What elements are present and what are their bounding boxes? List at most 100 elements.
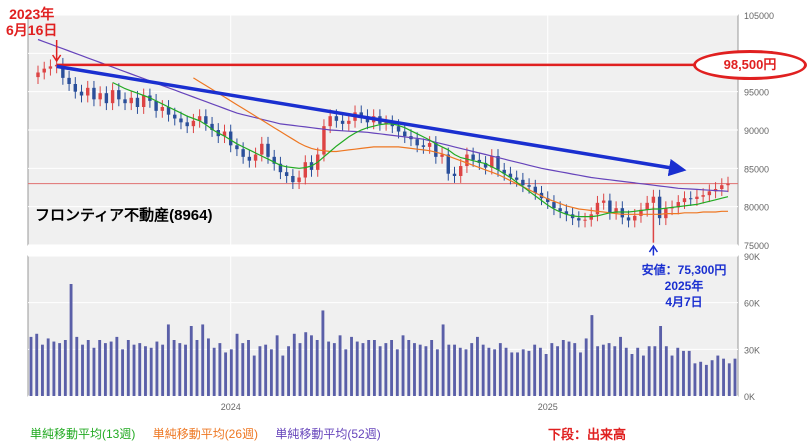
volume-bar [178,343,182,396]
candle-body [222,131,227,137]
volume-bar [247,340,250,396]
volume-bar [103,343,107,396]
volume-bar [195,340,199,396]
volume-bar [710,360,714,396]
volume-bar [384,343,388,396]
volume-bar [258,346,262,396]
price-tick-label: 80000 [744,203,769,213]
volume-bar [355,341,359,396]
low-date-day: 4月7日 [665,295,703,309]
volume-bar [693,363,697,396]
volume-bar [464,349,468,396]
price-tick-label: 95000 [744,88,769,98]
volume-bar [292,333,296,396]
candle-body [452,173,457,176]
volume-bar [424,346,428,396]
candle-body [514,177,519,180]
low-date-year: 2025年 [664,279,704,293]
price-bubble-text: 98,500円 [723,57,777,72]
volume-bar [682,350,685,396]
volume-bar [212,347,216,396]
candle-body [260,143,264,155]
candle-body [558,208,562,212]
volume-bar [664,346,668,396]
volume-bar [619,336,622,396]
volume-bar [109,341,113,396]
volume-bar [533,344,537,396]
low-price-value: 安値：75,300円 [641,263,727,277]
volume-bar [378,346,382,396]
volume-tick-label: 30K [744,345,760,355]
candle-body [608,200,612,213]
candle-body [191,120,196,127]
volume-bar [315,340,319,396]
bottom-panel-label: 下段：出来高 [548,427,627,442]
candle-body [228,131,233,146]
candle-body [92,87,96,100]
volume-bar [218,343,222,396]
volume-tick-label: 0K [744,392,755,402]
volume-bar [699,361,703,396]
candle-body [98,93,102,100]
volume-bar [722,358,725,396]
volume-bar [144,346,147,396]
candle-body [173,114,177,119]
volume-bar [733,358,737,396]
volume-bar [69,284,73,396]
volume-bar [29,336,33,396]
legend-item-26w: 単純移動平均(26週) [152,427,259,441]
volume-bar [126,340,130,396]
volume-bar [481,344,485,396]
volume-bar [653,346,657,396]
candle-body [465,154,469,167]
candle-body [110,90,115,104]
volume-bar [458,347,462,396]
volume-bar [287,346,290,396]
volume-bar [298,343,302,396]
company-label: フロンティア不動産(8964) [35,207,213,224]
volume-bar [659,326,663,396]
candle-body [657,196,662,219]
candle-body [204,116,208,124]
candle-body [384,122,388,124]
candle-body [322,126,326,155]
volume-bar [430,340,434,396]
candle-body [129,97,133,104]
volume-bar [310,335,313,396]
volume-bar [304,332,308,396]
volume-bar [395,349,399,396]
volume-bar [544,354,548,396]
volume-bar [161,344,165,396]
volume-bar [596,346,600,396]
candle-body [620,208,625,218]
volume-bar [81,344,84,396]
volume-bar [435,349,439,396]
volume-bar [98,340,102,396]
candle-body [707,191,712,196]
volume-bar [493,349,497,396]
volume-bar [498,343,502,396]
volume-bar [172,340,176,396]
candle-body [67,77,71,84]
candle-body [272,156,276,164]
volume-bar [676,347,680,396]
candle-body [415,139,419,146]
low-arrow-head [648,244,659,253]
legend-item-13w: 単純移動平均(13週) [30,427,136,441]
volume-bar [641,355,645,396]
volume-bar [138,343,142,396]
candle-body [645,202,649,210]
candle-body [135,97,140,107]
candle-body [446,154,450,174]
candle-body [614,208,618,213]
candle-body [601,200,606,203]
candle-body [247,156,252,161]
volume-bar [687,350,691,396]
price-bubble-label: 98,500円 [693,50,807,80]
candle-body [552,202,556,209]
volume-bar [361,343,365,396]
volume-bar [453,344,456,396]
volume-bar [527,350,531,396]
volume-bar [418,344,422,396]
